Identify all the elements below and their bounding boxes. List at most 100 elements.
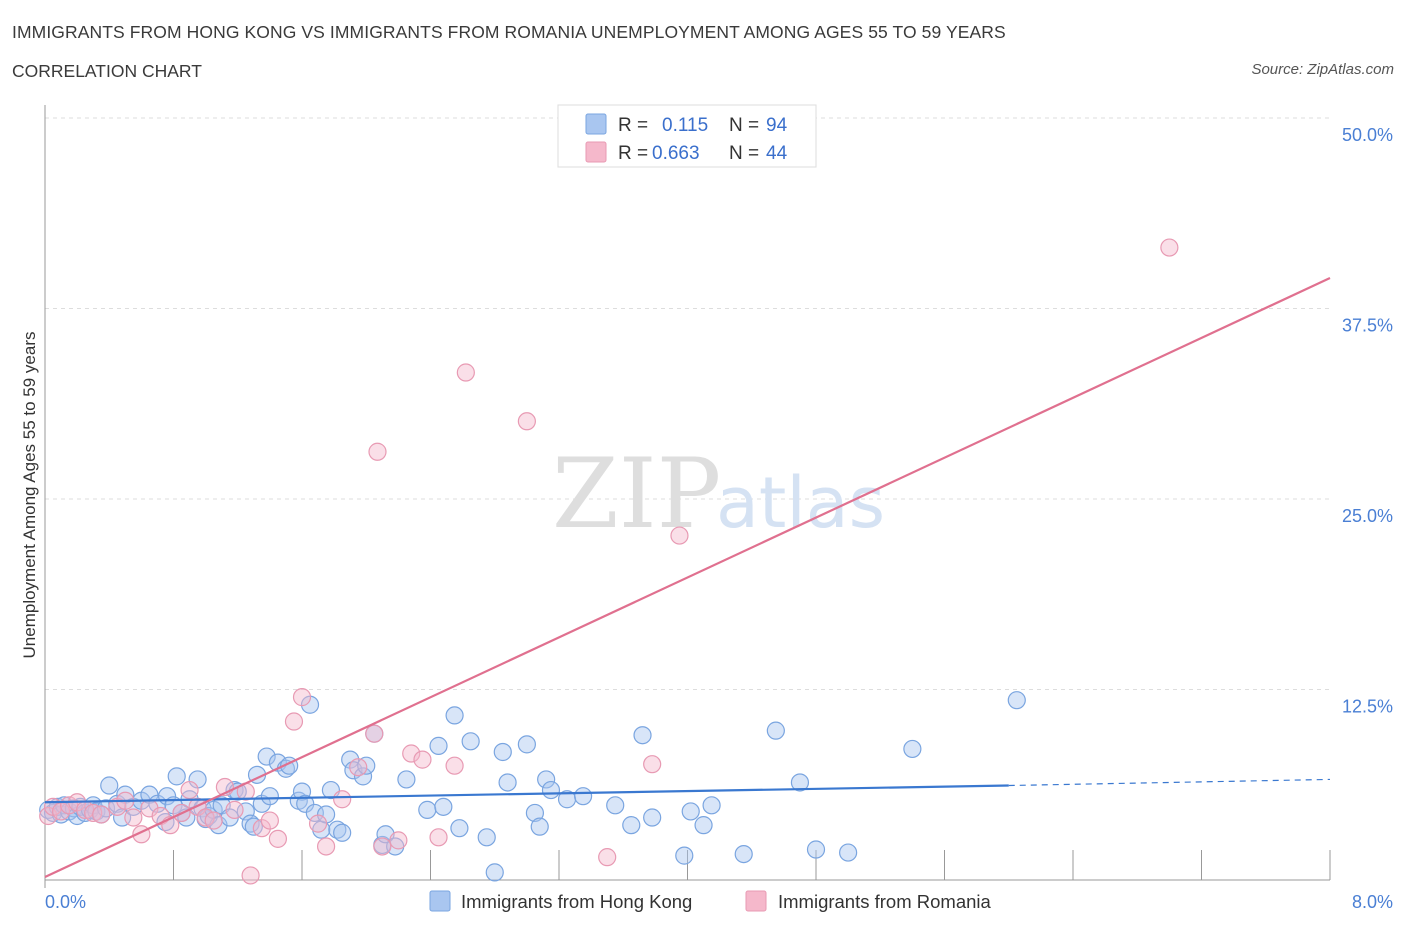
point-romania-41: [368, 442, 387, 461]
point-romania-38: [429, 828, 448, 847]
point-romania-34: [373, 837, 392, 856]
point-hong-kong-100: [1007, 691, 1026, 710]
point-romania-40: [456, 363, 475, 382]
point-romania-30: [316, 837, 336, 856]
point-romania-43: [517, 412, 536, 431]
bottom-legend-swatch-romania: [745, 890, 767, 912]
bottom-legend-label-hong-kong: Immigrants from Hong Kong: [461, 891, 692, 912]
point-romania-36: [402, 744, 421, 763]
point-hong-kong-86: [606, 796, 625, 815]
legend-n-value-romania: 44: [766, 143, 788, 164]
point-hong-kong-91: [681, 802, 700, 821]
point-hong-kong-62: [353, 767, 373, 786]
trend-lines: [44, 277, 1331, 878]
point-hong-kong-92: [694, 816, 713, 835]
x-tick-label-0: 0.0%: [45, 892, 86, 912]
point-romania-28: [292, 688, 312, 707]
point-romania-39: [445, 756, 464, 775]
y-axis-label: Unemployment Among Ages 55 to 59 years: [20, 332, 39, 659]
point-hong-kong-70: [429, 736, 448, 755]
point-hong-kong-77: [493, 742, 512, 762]
point-hong-kong-76: [485, 863, 504, 882]
point-hong-kong-59: [333, 823, 352, 842]
point-hong-kong-87: [622, 816, 641, 835]
point-hong-kong-45: [257, 747, 276, 766]
point-hong-kong-88: [633, 726, 652, 745]
series-romania-points: [39, 238, 1179, 885]
point-hong-kong-97: [806, 840, 826, 859]
point-hong-kong-83: [541, 780, 561, 800]
point-hong-kong-82: [537, 770, 556, 789]
point-romania-42: [598, 848, 617, 867]
source-label: Source: ZipAtlas.com: [1251, 61, 1394, 78]
point-romania-31: [333, 790, 352, 809]
legend-n-label: N =: [729, 115, 759, 136]
point-hong-kong-78: [498, 773, 517, 792]
bottom-legend-label-romania: Immigrants from Romania: [778, 891, 992, 912]
point-romania-29: [308, 814, 328, 833]
point-romania-37: [413, 750, 432, 769]
point-hong-kong-69: [418, 800, 437, 819]
point-hong-kong-68: [397, 770, 416, 789]
point-romania-44: [643, 755, 662, 774]
point-romania-26: [268, 829, 288, 848]
y-tick-label-2: 37.5%: [1342, 316, 1393, 336]
point-hong-kong-99: [903, 739, 922, 759]
grid-lines: [45, 117, 1330, 690]
point-hong-kong-94: [734, 844, 753, 864]
point-hong-kong-74: [461, 732, 480, 751]
legend-r-label: R =: [618, 143, 648, 164]
bottom-legend-swatch-hong-kong: [429, 890, 451, 912]
axes: [44, 105, 1331, 888]
point-hong-kong-89: [643, 808, 662, 827]
point-hong-kong-75: [477, 828, 496, 847]
bottom-legend: Immigrants from Hong Kong Immigrants fro…: [429, 890, 992, 912]
point-hong-kong-46: [260, 787, 279, 806]
point-hong-kong-96: [790, 773, 810, 792]
point-romania-10: [124, 808, 143, 827]
top-legend: R = 0.115 N = 94 R = 0.663 N = 44: [557, 104, 817, 168]
point-hong-kong-15: [100, 776, 119, 795]
point-hong-kong-72: [445, 706, 464, 725]
point-hong-kong-90: [675, 846, 694, 865]
legend-swatch-hong-kong: [585, 113, 607, 135]
y-tick-label-0: 12.5%: [1342, 697, 1393, 717]
point-hong-kong-73: [450, 819, 469, 838]
point-romania-45: [670, 526, 689, 545]
watermark-atlas: atlas: [716, 462, 885, 544]
point-hong-kong-41: [241, 814, 260, 833]
trend-line-romania: [44, 277, 1331, 878]
point-romania-27: [284, 712, 304, 731]
point-hong-kong-71: [434, 797, 453, 816]
point-romania-46: [1160, 238, 1179, 257]
point-hong-kong-79: [517, 735, 536, 754]
point-hong-kong-26: [167, 767, 186, 786]
point-hong-kong-95: [766, 721, 785, 740]
point-romania-35: [389, 831, 408, 850]
legend-r-value-hong-kong: 0.115: [662, 115, 708, 136]
point-hong-kong-58: [328, 820, 347, 839]
point-hong-kong-93: [702, 796, 721, 815]
point-romania-23: [241, 866, 260, 885]
legend-n-value-hong-kong: 94: [766, 115, 788, 136]
point-romania-33: [365, 724, 384, 743]
x-tick-labels: 0.0% 8.0%: [45, 892, 1393, 912]
point-hong-kong-80: [525, 803, 545, 823]
point-hong-kong-85: [573, 787, 593, 806]
point-hong-kong-98: [839, 843, 858, 862]
y-tick-label-1: 25.0%: [1342, 506, 1393, 526]
trend-line-hong-kong-extension: [1008, 778, 1331, 787]
point-romania-7: [92, 805, 111, 824]
point-romania-32: [349, 758, 368, 777]
y-tick-label-3: 50.0%: [1342, 125, 1393, 145]
point-romania-16: [180, 780, 199, 800]
trend-line-hong-kong: [44, 784, 1009, 804]
x-tick-label-1: 8.0%: [1352, 892, 1393, 912]
legend-n-label: N =: [729, 143, 759, 164]
point-hong-kong-81: [530, 817, 549, 836]
point-hong-kong-52: [296, 794, 315, 813]
chart-subtitle: CORRELATION CHART: [12, 61, 202, 81]
legend-r-value-romania: 0.663: [652, 143, 700, 164]
point-romania-25: [260, 811, 279, 830]
